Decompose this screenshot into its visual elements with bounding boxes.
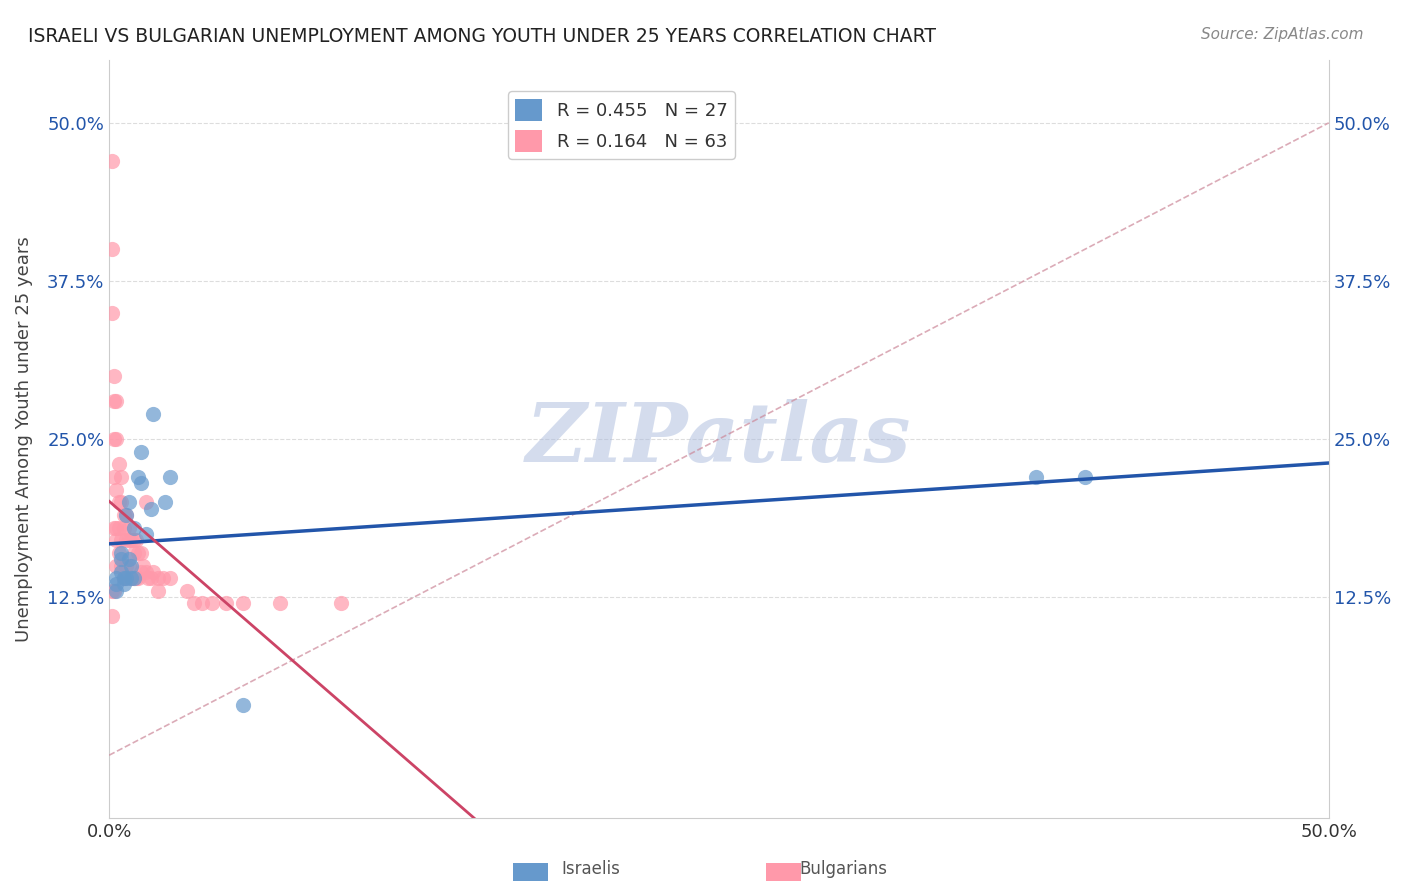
Point xyxy=(120,533,142,548)
Point xyxy=(122,546,145,560)
Point xyxy=(159,470,181,484)
Point xyxy=(103,520,125,534)
Point xyxy=(103,583,125,598)
Point xyxy=(122,520,145,534)
Y-axis label: Unemployment Among Youth under 25 years: Unemployment Among Youth under 25 years xyxy=(15,236,32,642)
Point xyxy=(127,546,149,560)
Point xyxy=(215,597,238,611)
Point xyxy=(105,558,128,573)
Point xyxy=(200,597,222,611)
Point xyxy=(125,533,148,548)
Point xyxy=(135,565,157,579)
Text: Bulgarians: Bulgarians xyxy=(800,860,887,878)
Point xyxy=(105,583,128,598)
Point xyxy=(152,571,174,585)
Point xyxy=(146,583,169,598)
Point xyxy=(105,520,128,534)
Point xyxy=(108,546,131,560)
Point xyxy=(232,698,254,712)
Point xyxy=(115,508,138,522)
Point xyxy=(112,577,135,591)
Point xyxy=(110,565,132,579)
Point xyxy=(129,565,152,579)
Text: ZIPatlas: ZIPatlas xyxy=(526,399,911,479)
Point xyxy=(120,558,142,573)
Point xyxy=(115,508,138,522)
Point xyxy=(132,558,155,573)
Point xyxy=(1074,470,1097,484)
Point xyxy=(329,597,352,611)
Point xyxy=(105,533,128,548)
Point xyxy=(103,432,125,446)
Point xyxy=(115,571,138,585)
Point xyxy=(159,571,181,585)
Point xyxy=(108,520,131,534)
Point xyxy=(110,533,132,548)
Point xyxy=(176,583,198,598)
Legend: R = 0.455   N = 27, R = 0.164   N = 63: R = 0.455 N = 27, R = 0.164 N = 63 xyxy=(508,91,735,159)
Point xyxy=(110,552,132,566)
Point xyxy=(112,520,135,534)
Point xyxy=(136,571,159,585)
Point xyxy=(117,533,139,548)
Text: Source: ZipAtlas.com: Source: ZipAtlas.com xyxy=(1201,27,1364,42)
Point xyxy=(117,558,139,573)
Point xyxy=(110,558,132,573)
Point xyxy=(103,394,125,409)
Point xyxy=(117,495,139,509)
Point xyxy=(139,501,162,516)
Point xyxy=(155,495,177,509)
Point xyxy=(108,495,131,509)
Point xyxy=(100,305,122,319)
Point xyxy=(135,495,157,509)
Point xyxy=(110,470,132,484)
Point xyxy=(122,533,145,548)
Point xyxy=(129,444,152,458)
Point xyxy=(146,571,169,585)
Point xyxy=(108,458,131,472)
Point xyxy=(139,571,162,585)
Point xyxy=(110,546,132,560)
Point xyxy=(129,476,152,491)
Point xyxy=(120,571,142,585)
Point xyxy=(120,571,142,585)
Point xyxy=(105,571,128,585)
Point xyxy=(191,597,214,611)
Point xyxy=(142,565,165,579)
Point xyxy=(105,394,128,409)
Point xyxy=(115,533,138,548)
Point xyxy=(110,495,132,509)
Point xyxy=(135,527,157,541)
Point xyxy=(127,571,149,585)
Point xyxy=(122,571,145,585)
Point xyxy=(100,153,122,168)
Point xyxy=(115,558,138,573)
Point xyxy=(125,571,148,585)
Point xyxy=(142,407,165,421)
Point xyxy=(100,583,122,598)
Point xyxy=(1025,470,1047,484)
Point xyxy=(105,432,128,446)
Text: ISRAELI VS BULGARIAN UNEMPLOYMENT AMONG YOUTH UNDER 25 YEARS CORRELATION CHART: ISRAELI VS BULGARIAN UNEMPLOYMENT AMONG … xyxy=(28,27,936,45)
Point xyxy=(183,597,205,611)
Point xyxy=(112,508,135,522)
Point xyxy=(103,368,125,383)
Point xyxy=(112,571,135,585)
Point xyxy=(103,470,125,484)
Text: Israelis: Israelis xyxy=(561,860,620,878)
Point xyxy=(129,546,152,560)
Point xyxy=(232,597,254,611)
Point xyxy=(117,552,139,566)
Point xyxy=(105,483,128,497)
Point xyxy=(100,609,122,624)
Point xyxy=(100,243,122,257)
Point xyxy=(117,520,139,534)
Point xyxy=(105,577,128,591)
Point xyxy=(269,597,291,611)
Point xyxy=(122,571,145,585)
Point xyxy=(112,571,135,585)
Point xyxy=(127,470,149,484)
